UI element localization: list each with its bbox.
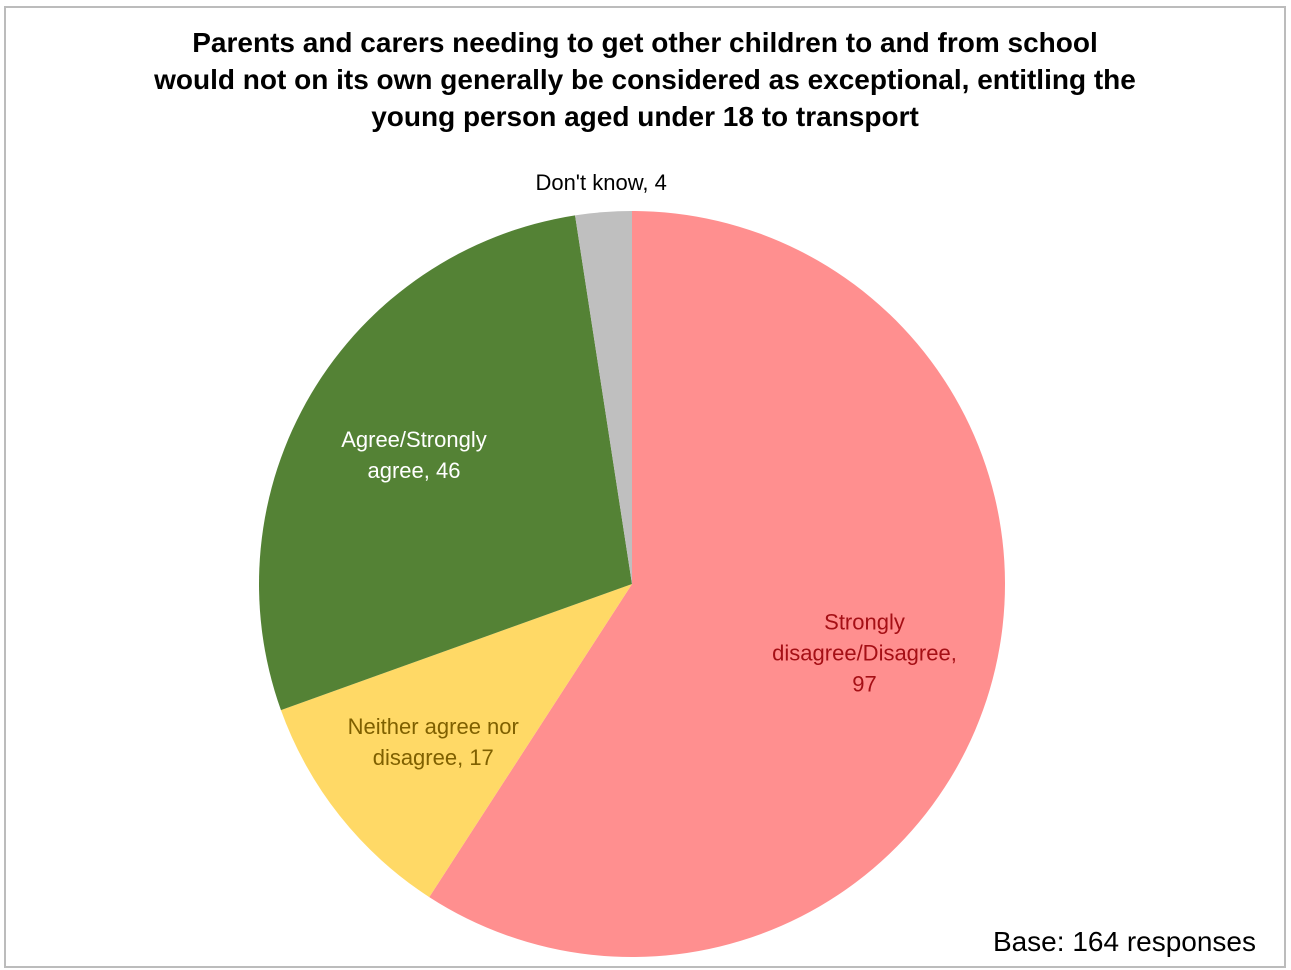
slice-label-line: Don't know, 4 <box>535 170 666 195</box>
slice-label-line: Agree/Strongly <box>341 427 487 452</box>
pie-slice <box>280 584 632 898</box>
pie-chart: Strongly disagree/Disagree, 97 Neither agre… <box>259 170 1006 957</box>
pie-slice <box>429 211 1006 957</box>
slice-label-line: disagree, 17 <box>373 745 494 770</box>
chart-frame: Parents and carers needing to get other … <box>4 6 1286 968</box>
pie-slice <box>575 211 632 584</box>
pie-slice <box>259 215 632 711</box>
slice-label-line: Strongly <box>824 610 905 635</box>
slice-label-line: agree, 46 <box>367 458 460 483</box>
chart-title-line: young person aged under 18 to transport <box>371 101 919 132</box>
chart-title-line: Parents and carers needing to get other … <box>192 27 1098 58</box>
slice-label: Agree/Strongly agree, 46 <box>341 427 487 483</box>
chart-title-line: would not on its own generally be consid… <box>154 64 1136 95</box>
pie-slices <box>259 211 1006 957</box>
pie-labels: Strongly disagree/Disagree, 97 Neither agre… <box>341 170 957 770</box>
chart-title: Parents and carers needing to get other … <box>36 24 1254 135</box>
slice-label-line: disagree/Disagree, <box>772 641 957 666</box>
slice-label: Don't know, 4 <box>535 170 666 195</box>
slice-label-line: 97 <box>852 672 876 697</box>
base-note: Base: 164 responses <box>992 926 1256 957</box>
slice-label-line: Neither agree nor <box>348 714 519 739</box>
slice-label: Strongly disagree/Disagree, 97 <box>772 610 957 697</box>
slice-label: Neither agree nor disagree, 17 <box>348 714 519 770</box>
